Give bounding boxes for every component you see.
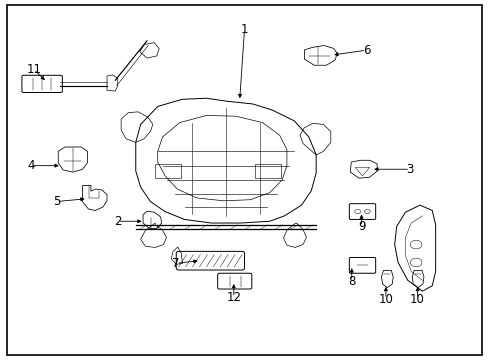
Bar <box>155 164 180 178</box>
Text: 4: 4 <box>27 159 35 172</box>
Text: 7: 7 <box>172 257 180 270</box>
Text: 10: 10 <box>409 293 424 306</box>
Text: 8: 8 <box>347 275 355 288</box>
Text: 1: 1 <box>240 23 248 36</box>
Text: 11: 11 <box>26 63 41 76</box>
Text: 5: 5 <box>53 195 61 208</box>
Text: 6: 6 <box>362 44 369 57</box>
Text: 3: 3 <box>406 163 413 176</box>
Text: 2: 2 <box>114 215 121 228</box>
Bar <box>255 164 280 178</box>
Text: 12: 12 <box>226 291 241 304</box>
Text: 10: 10 <box>378 293 392 306</box>
Text: 9: 9 <box>357 220 365 233</box>
